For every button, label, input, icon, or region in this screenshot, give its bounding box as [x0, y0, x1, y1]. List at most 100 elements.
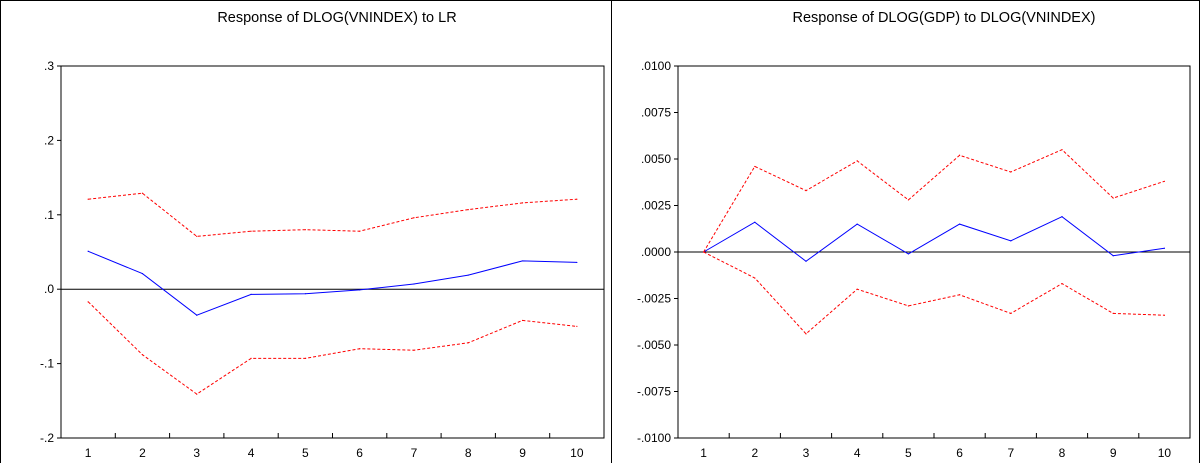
data-point — [521, 319, 524, 322]
data-point — [1061, 283, 1063, 285]
x-tick-label: 7 — [411, 446, 418, 460]
data-point — [856, 223, 858, 225]
x-tick-label: 5 — [905, 446, 912, 460]
upper-confidence-band — [88, 192, 577, 237]
data-point — [250, 293, 252, 296]
data-point — [576, 198, 578, 200]
data-point — [576, 325, 578, 327]
x-tick-label: 1 — [700, 446, 707, 460]
x-tick-label: 10 — [570, 446, 584, 460]
data-point — [196, 393, 198, 395]
x-tick-label: 4 — [854, 446, 861, 460]
x-tick-label: 6 — [956, 446, 963, 460]
data-point — [413, 217, 415, 219]
data-point — [959, 154, 961, 156]
data-point — [1163, 180, 1165, 182]
data-point — [1112, 197, 1114, 199]
x-tick-label: 6 — [356, 446, 363, 460]
data-point — [576, 261, 578, 264]
data-point — [1010, 240, 1012, 242]
data-point — [304, 229, 306, 231]
x-tick-label: 3 — [193, 446, 200, 460]
x-tick-label: 1 — [85, 446, 92, 460]
y-tick-label: -.2 — [40, 431, 54, 445]
data-point — [1112, 312, 1114, 314]
x-tick-label: 9 — [1110, 446, 1117, 460]
data-point — [467, 342, 469, 344]
data-point — [754, 277, 756, 279]
y-tick-label: .0075 — [641, 106, 671, 120]
y-tick-label: .0 — [44, 282, 54, 296]
data-point — [1061, 216, 1063, 218]
lower-confidence-band — [703, 251, 1165, 335]
data-point — [141, 354, 144, 356]
data-point — [521, 202, 524, 204]
data-point — [1163, 314, 1165, 316]
x-tick-label: 9 — [519, 446, 526, 460]
data-point — [87, 250, 89, 252]
y-tick-label: .0025 — [641, 199, 671, 213]
chart-vnindex-to-lr: Response of DLOG(VNINDEX) to LR -.2 -.1 .0… — [40, 10, 605, 460]
y-tick-label: .1 — [44, 208, 54, 222]
data-point — [754, 165, 756, 168]
x-tick-label: 3 — [803, 446, 810, 460]
y-tick-label: .0050 — [641, 152, 671, 166]
data-point — [805, 260, 807, 262]
data-point — [521, 260, 524, 262]
data-point — [907, 305, 910, 307]
data-point — [959, 294, 961, 296]
data-point — [359, 289, 361, 291]
chart-gdp-to-vnindex: Response of DLOG(GDP) to DLOG(VNINDEX) -… — [637, 10, 1191, 460]
y-tick-label: -.0075 — [637, 385, 671, 399]
data-point — [196, 314, 198, 316]
data-point — [196, 235, 198, 237]
data-point — [959, 223, 961, 225]
x-tick-label: 8 — [1059, 446, 1066, 460]
data-point — [359, 230, 361, 232]
y-tick-label: -.1 — [40, 357, 54, 371]
chart-title: Response of DLOG(VNINDEX) to LR — [217, 10, 456, 26]
data-point — [413, 283, 415, 285]
x-tick-label: 4 — [248, 446, 255, 460]
lower-confidence-band — [87, 301, 577, 395]
x-tick-label: 10 — [1158, 446, 1172, 460]
y-tick-label: .0000 — [641, 245, 671, 259]
data-point — [856, 288, 858, 290]
data-point — [250, 230, 252, 232]
impulse-response-line — [703, 216, 1165, 262]
x-tick-label: 2 — [139, 446, 146, 460]
chart-title: Response of DLOG(GDP) to DLOG(VNINDEX) — [793, 10, 1096, 26]
x-tick-label: 2 — [751, 446, 758, 460]
data-point — [304, 357, 306, 359]
data-point — [467, 208, 469, 211]
data-point — [1163, 247, 1165, 249]
x-tick-label: 7 — [1007, 446, 1014, 460]
data-point — [467, 274, 469, 276]
y-tick-label: -.0100 — [637, 431, 671, 445]
data-point — [304, 293, 306, 295]
data-point — [413, 349, 415, 351]
data-point — [359, 348, 361, 350]
upper-confidence-band — [703, 149, 1165, 253]
y-tick-label: .0100 — [641, 59, 671, 73]
data-point — [141, 192, 144, 194]
data-point — [87, 198, 89, 200]
data-point — [754, 221, 756, 223]
data-point — [907, 253, 910, 255]
data-point — [805, 190, 807, 192]
data-point — [1112, 255, 1114, 257]
y-tick-label: .3 — [44, 59, 54, 73]
data-point — [250, 357, 252, 359]
data-point — [703, 251, 705, 253]
x-tick-label: 5 — [302, 446, 309, 460]
x-tick-label: 8 — [465, 446, 472, 460]
data-point — [1061, 149, 1063, 151]
data-point — [141, 272, 144, 275]
data-point — [805, 333, 807, 335]
data-point — [907, 199, 910, 201]
data-point — [1010, 171, 1012, 173]
y-tick-label: .2 — [44, 133, 54, 147]
data-point — [1010, 312, 1012, 314]
